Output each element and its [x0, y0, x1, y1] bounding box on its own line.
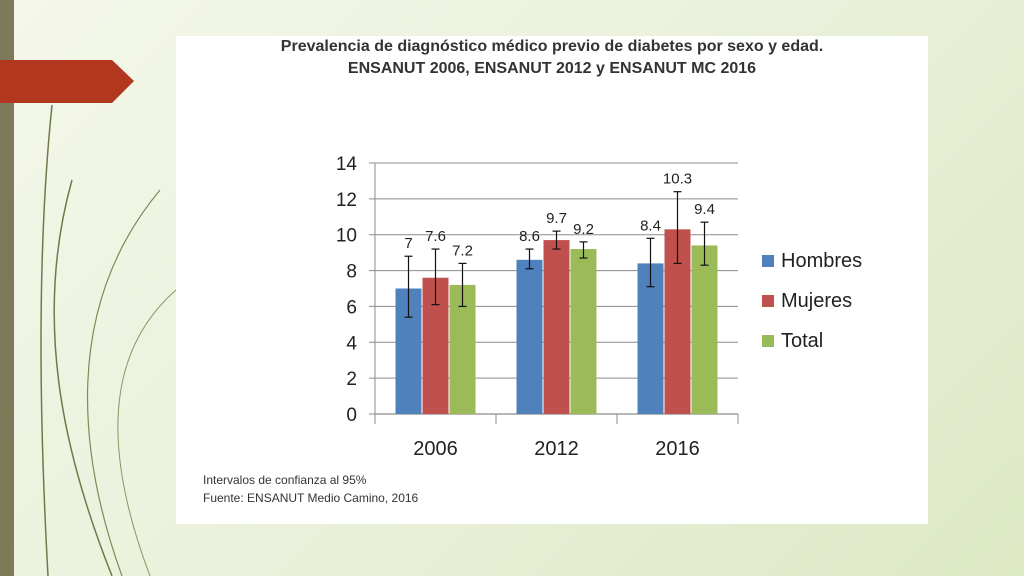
legend-swatch-mujeres [762, 295, 774, 307]
y-tick-label: 8 [346, 262, 357, 283]
data-label: 9.4 [694, 201, 715, 218]
data-label: 9.7 [546, 210, 567, 227]
y-tick-label: 10 [336, 226, 357, 247]
decorative-swoosh [40, 104, 177, 576]
y-tick-label: 0 [346, 405, 357, 426]
legend-label-total: Total [781, 330, 823, 352]
legend-swatch-total [762, 335, 774, 347]
bar-mujeres-2012 [543, 240, 570, 414]
data-label: 8.6 [519, 228, 540, 245]
confidence-note: Intervalos de confianza al 95% [203, 473, 367, 487]
data-label: 7.6 [425, 228, 446, 245]
chart-subtitle: ENSANUT 2006, ENSANUT 2012 y ENSANUT MC … [347, 60, 757, 77]
data-label: 7 [404, 235, 412, 252]
bar-total-2012 [570, 249, 597, 414]
x-tick-label: 2016 [655, 438, 700, 460]
data-label: 8.4 [640, 217, 661, 234]
legend-swatch-hombres [762, 255, 774, 267]
chart-title: Prevalencia de diagnóstico médico previo… [280, 38, 824, 55]
y-tick-label: 2 [346, 369, 357, 390]
chart-panel: Prevalencia de diagnóstico médico previo… [176, 36, 928, 524]
slide-arrow-tab [0, 60, 134, 103]
data-label: 10.3 [663, 171, 692, 188]
data-label: 9.2 [573, 221, 594, 238]
x-tick-label: 2012 [534, 438, 579, 460]
data-label: 7.2 [452, 242, 473, 259]
legend-label-mujeres: Mujeres [781, 290, 852, 312]
bar-total-2016 [691, 245, 718, 414]
y-tick-label: 14 [336, 154, 358, 175]
x-tick-label: 2006 [413, 438, 458, 460]
bar-hombres-2012 [516, 259, 543, 414]
bar-chart: 0 2 4 6 8 10 12 14 7 7.6 7.2 2006 8.6 9.7 9.2 2012 8.4 10… [336, 154, 862, 460]
y-tick-label: 12 [336, 190, 357, 211]
bar-hombres-2016 [637, 263, 664, 414]
slide-left-bar [0, 0, 14, 576]
y-tick-label: 6 [346, 297, 357, 318]
y-tick-label: 4 [346, 333, 357, 354]
source-note: Fuente: ENSANUT Medio Camino, 2016 [203, 491, 419, 505]
legend-label-hombres: Hombres [781, 250, 862, 272]
